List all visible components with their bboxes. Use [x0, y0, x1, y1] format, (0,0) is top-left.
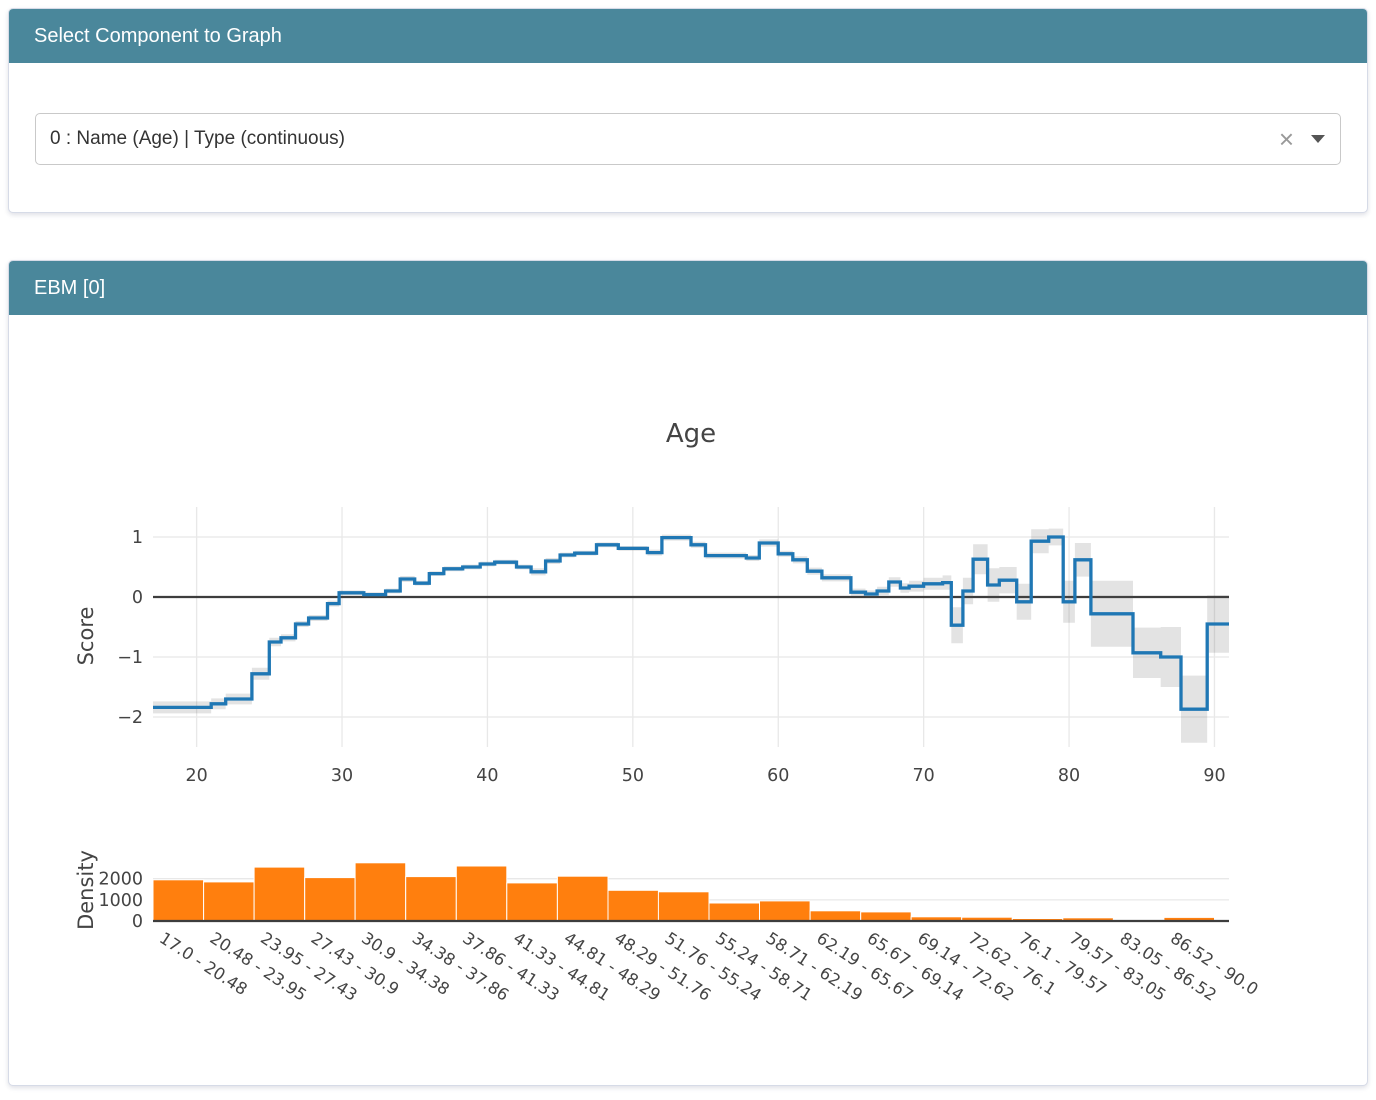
- x-tick-label: 70: [913, 766, 935, 786]
- clear-icon[interactable]: ×: [1278, 124, 1294, 154]
- histogram-bar: [809, 910, 862, 922]
- y-tick-label: −2: [117, 708, 143, 728]
- histogram-bar: [354, 862, 407, 922]
- histogram-bar: [304, 877, 356, 922]
- select-component-header: Select Component to Graph: [9, 9, 1367, 63]
- histogram-bar: [607, 889, 659, 922]
- histogram-bar: [708, 902, 760, 922]
- x-tick-label: 50: [622, 766, 644, 786]
- component-dropdown[interactable]: 0 : Name (Age) | Type (continuous) ×: [35, 113, 1341, 165]
- histogram-bar: [152, 879, 205, 922]
- chevron-down-icon[interactable]: [1311, 135, 1325, 143]
- score-plot: 20 30 40 50 60 70 80 90 1 0 −1 −2 Score: [74, 507, 1229, 786]
- density-tick-label: 2000: [98, 870, 143, 890]
- density-tick-label: 0: [132, 912, 143, 932]
- x-tick-label: 80: [1058, 766, 1080, 786]
- chart-title: Age: [666, 419, 716, 449]
- error-band: [153, 528, 1229, 743]
- x-tick-label: 60: [767, 766, 789, 786]
- histogram-bar: [657, 891, 710, 922]
- y-tick-label: 0: [132, 588, 143, 608]
- histogram-bar: [253, 866, 306, 922]
- ebm-card: EBM [0] Age 20 30 40 50 60 70 80 90 1 0 −1 −2 Score 0 1…: [8, 260, 1368, 1086]
- select-component-body: 0 : Name (Age) | Type (continuous) ×: [9, 63, 1367, 165]
- density-axis-label: Density: [74, 850, 98, 930]
- x-tick-label: 20: [185, 766, 207, 786]
- histogram-bar: [759, 900, 811, 922]
- histogram-bar: [203, 881, 255, 922]
- ebm-chart-body: Age 20 30 40 50 60 70 80 90 1 0 −1 −2 Score 0 1000 2000 1…: [9, 315, 1367, 1085]
- select-component-title: Select Component to Graph: [34, 24, 282, 47]
- ebm-card-header: EBM [0]: [9, 261, 1367, 315]
- score-axis-label: Score: [74, 607, 98, 666]
- histogram-bar: [556, 875, 609, 922]
- histogram-bar: [860, 911, 912, 922]
- x-tick-label: 30: [331, 766, 353, 786]
- score-line: [153, 535, 1229, 711]
- histogram-bar: [455, 865, 508, 922]
- ebm-card-title: EBM [0]: [34, 276, 106, 299]
- x-tick-label: 40: [476, 766, 498, 786]
- x-tick-label: 90: [1203, 766, 1225, 786]
- y-tick-label: 1: [132, 528, 143, 548]
- y-tick-label: −1: [117, 648, 143, 668]
- density-tick-label: 1000: [98, 891, 143, 911]
- component-dropdown-value: 0 : Name (Age) | Type (continuous): [50, 128, 346, 149]
- histogram-bar: [506, 882, 558, 922]
- select-component-card: Select Component to Graph 0 : Name (Age)…: [8, 8, 1368, 213]
- histogram-bar: [405, 876, 457, 922]
